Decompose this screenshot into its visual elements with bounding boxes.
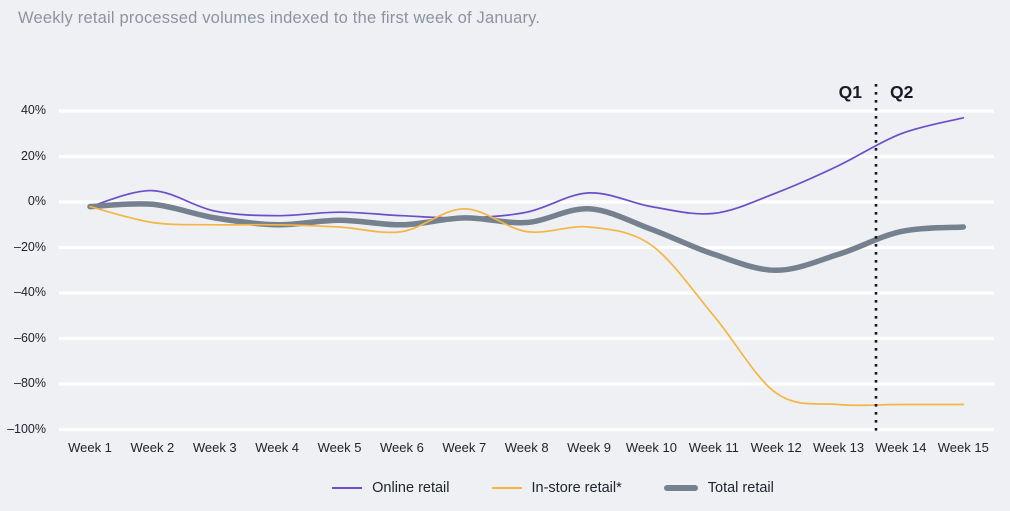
chart-title: Weekly retail processed volumes indexed … xyxy=(18,9,541,27)
legend-item-total-retail: Total retail xyxy=(663,480,774,496)
x-tick-label: Week 15 xyxy=(937,440,989,455)
y-tick-label: 40% xyxy=(20,103,46,117)
x-tick-label: Week 2 xyxy=(130,440,175,455)
legend-label-total-retail: Total retail xyxy=(707,480,774,496)
y-tick-label: –60% xyxy=(14,330,46,345)
x-tick-label: Week 5 xyxy=(317,440,362,455)
q2-label: Q2 xyxy=(890,82,914,102)
online-retail-swatch xyxy=(332,487,363,489)
y-tick-label: 20% xyxy=(20,148,46,163)
y-tick-label: –20% xyxy=(14,239,46,254)
x-tick-label: Week 12 xyxy=(750,440,802,455)
gridlines xyxy=(59,109,994,432)
in-store-retail-swatch xyxy=(491,487,522,489)
x-tick-label: Week 13 xyxy=(813,440,865,455)
x-tick-label: Week 14 xyxy=(875,440,927,455)
total-retail-swatch xyxy=(663,485,698,491)
x-tick-label: Week 11 xyxy=(688,440,739,455)
legend-item-in-store-retail: In-store retail* xyxy=(491,480,622,496)
series-lines xyxy=(87,116,967,407)
y-tick-label: –80% xyxy=(14,376,46,390)
series-line-total xyxy=(87,201,967,274)
legend: Online retail In-store retail* Total ret… xyxy=(48,480,1010,496)
series-line-online xyxy=(89,116,965,219)
y-tick-label: –40% xyxy=(14,285,46,299)
x-tick-label: Week 4 xyxy=(255,440,300,455)
x-tick-label: Week 3 xyxy=(192,440,237,455)
legend-label-online-retail: Online retail xyxy=(372,480,450,496)
x-tick-label: Week 8 xyxy=(504,440,549,455)
y-tick-label: 0% xyxy=(27,194,46,208)
x-tick-label: Week 7 xyxy=(442,440,487,455)
x-tick-label: Week 6 xyxy=(379,440,424,455)
legend-label-in-store-retail: In-store retail* xyxy=(531,480,622,496)
x-tick-label: Week 10 xyxy=(625,440,677,455)
q1-label: Q1 xyxy=(838,82,862,102)
series-line-in-store xyxy=(89,205,965,407)
y-tick-label: –100% xyxy=(7,421,46,436)
legend-item-online-retail: Online retail xyxy=(332,480,450,496)
x-tick-label: Week 1 xyxy=(68,440,112,455)
x-tick-label: Week 9 xyxy=(567,440,611,455)
